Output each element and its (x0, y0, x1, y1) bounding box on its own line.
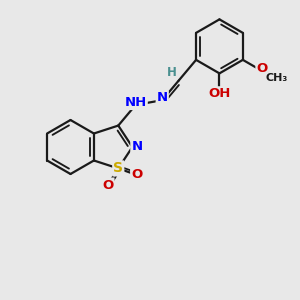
Text: S: S (113, 161, 123, 176)
Text: OH: OH (208, 87, 231, 100)
Text: O: O (256, 62, 268, 75)
Text: N: N (131, 140, 142, 154)
Text: CH₃: CH₃ (266, 73, 288, 83)
Text: H: H (167, 66, 177, 79)
Text: O: O (131, 168, 142, 182)
Text: NH: NH (124, 96, 147, 109)
Text: O: O (102, 178, 113, 191)
Text: N: N (157, 91, 168, 104)
